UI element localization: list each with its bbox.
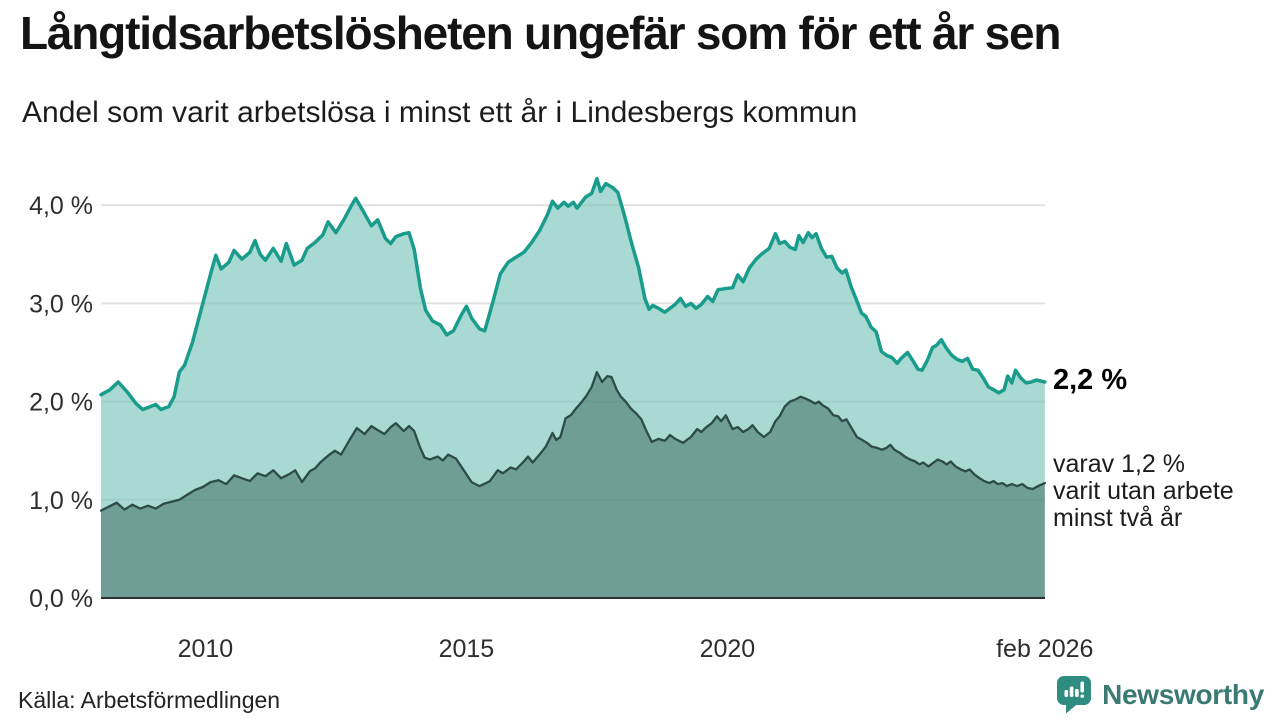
series-area [101, 372, 1045, 598]
newsworthy-logo-icon [1057, 676, 1092, 714]
y-tick-label: 1,0 % [29, 487, 93, 515]
y-tick-label: 0,0 % [29, 585, 93, 613]
x-tick-label: feb 2026 [996, 635, 1093, 663]
x-axis-labels: 2010 2015 2020 feb 2026 [178, 635, 1094, 663]
newsworthy-branding: Newsworthy [1055, 676, 1264, 714]
series-areas [99, 176, 1047, 598]
newsworthy-wordmark: Newsworthy [1102, 679, 1264, 710]
x-tick-label: 2010 [178, 635, 234, 663]
chart-subtitle: Andel som varit arbetslösa i minst ett å… [22, 96, 858, 129]
secondary-value-line: varav 1,2 % [1053, 450, 1186, 478]
source-label: Källa: Arbetsförmedlingen [18, 687, 281, 713]
y-tick-label: 3,0 % [29, 290, 93, 318]
chart-title: Långtidsarbetslösheten ungefär som för e… [20, 7, 1062, 59]
secondary-value-label: varav 1,2 % varit utan arbete minst två … [1053, 451, 1234, 532]
y-tick-label: 2,0 % [29, 389, 93, 417]
secondary-value-line: varit utan arbete [1053, 477, 1234, 505]
series-line [99, 370, 1046, 512]
x-tick-label: 2015 [439, 635, 495, 663]
latest-value-label: 2,2 % [1053, 364, 1128, 396]
series-line [99, 176, 1047, 412]
y-tick-label: 4,0 % [29, 192, 93, 220]
secondary-value-line: minst två år [1053, 504, 1183, 532]
x-tick-label: 2020 [700, 635, 756, 663]
y-axis-labels: 0,0 % 1,0 % 2,0 % 3,0 % 4,0 % [29, 192, 93, 613]
